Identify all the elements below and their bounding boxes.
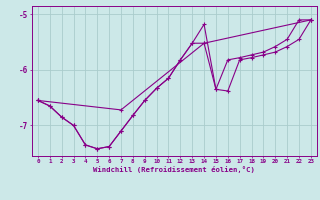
X-axis label: Windchill (Refroidissement éolien,°C): Windchill (Refroidissement éolien,°C) <box>93 166 255 173</box>
